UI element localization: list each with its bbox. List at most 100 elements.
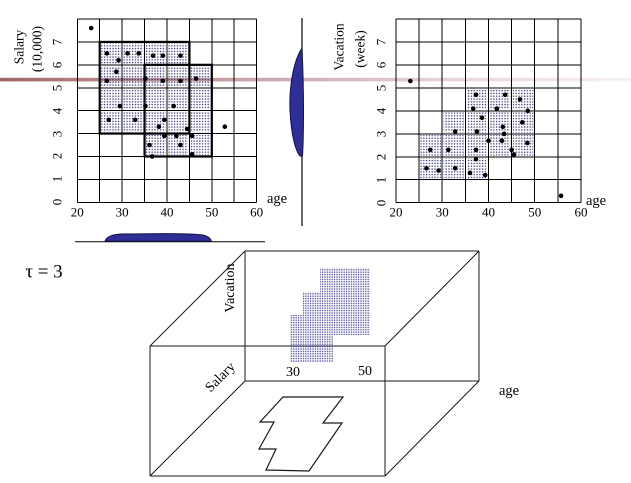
y-tick-label: 7 [49,38,65,46]
right-y-axis-title-line1: Vacation [331,23,347,71]
right-x-axis-title: age [585,192,607,209]
dense-cell [145,111,166,133]
dense-cell [443,112,465,133]
data-point [104,78,110,84]
data-point [143,76,148,81]
x-tick-label: 30 [435,204,449,219]
dense-cell [145,89,166,110]
data-point [509,147,514,153]
data-point [125,51,130,56]
y-tick-label: 5 [49,84,65,92]
data-point [88,25,94,31]
data-point [132,117,138,123]
y-tick-label: 6 [49,61,65,69]
x-tick-label: 40 [160,204,174,219]
y-tick-label: 0 [373,199,389,206]
dense-cell [420,135,441,156]
left-y-axis-title-line1: Salary [11,29,27,65]
dense-cell [168,66,189,87]
y-tick-label: 0 [49,199,65,206]
data-point [424,165,429,171]
dense-cell [123,66,144,87]
x-tick-label: 60 [574,204,588,219]
y-tick-label: 1 [49,176,65,183]
cube-age-tick-30: 30 [286,365,300,380]
dense-cell [145,134,166,156]
x-tick-label: 40 [481,204,495,219]
dense-region-cells [420,89,534,179]
data-point [184,126,190,132]
data-point [517,97,523,102]
cube-age-tick-50: 50 [358,364,372,379]
dense-cell [190,111,211,133]
cube-wireframe [149,250,480,477]
data-point [445,147,451,153]
left-y-axis-title-line2: (10,000) [29,25,45,73]
dense-cell [101,111,121,133]
data-point [427,147,433,153]
x-tick-label: 50 [205,204,219,219]
data-point [486,138,491,144]
data-point [116,57,121,63]
salary-density-blob [289,46,305,157]
vacation-vs-age-chart [395,18,582,204]
dense-cell [190,89,211,110]
y-tick-label: 4 [373,107,389,115]
dense-cell [145,66,166,87]
dense-cell [123,43,144,64]
dense-region-cells [101,43,211,156]
data-point [452,129,458,134]
data-point [161,133,167,139]
data-point [501,131,507,137]
data-point [160,53,166,58]
data-points [408,78,564,199]
data-point [494,106,500,111]
data-point [189,151,195,157]
data-point [482,172,488,178]
data-point [474,129,480,134]
data-point [160,78,166,84]
data-point [171,103,177,109]
dense-cell [190,134,211,156]
data-point [189,133,195,139]
y-tick-label: 5 [373,84,389,92]
dense-cell [443,135,465,156]
data-point [143,103,148,109]
data-point [558,193,564,199]
data-point [174,133,179,139]
data-point [106,117,111,123]
x-tick-label: 60 [250,204,264,219]
dense-cell [466,135,488,156]
dense-cell [101,89,121,110]
dense-cell [168,111,189,133]
dense-cell [489,135,511,156]
dense-cell [190,66,211,87]
dense-cell [512,135,534,156]
data-point [525,108,531,114]
data-point [114,69,119,75]
dense-cell [489,112,511,133]
x-tick-label: 20 [389,204,403,219]
data-point [511,152,517,157]
x-tick-label: 20 [70,204,84,219]
dense-cell [420,158,441,179]
y-tick-label: 4 [49,107,65,114]
y-tick-label: 6 [373,61,389,69]
data-point [149,154,155,159]
dense-cell [489,89,511,110]
data-point [178,78,183,84]
data-point [104,51,110,56]
dense-cell [168,89,189,110]
data-point [502,92,508,98]
x-tick-label: 30 [115,204,129,219]
y-tick-label: 7 [373,38,389,46]
data-point [178,142,183,148]
data-point [178,53,183,58]
y-tick-label: 3 [373,130,389,138]
data-point [479,115,485,121]
dense-rect-outline [143,63,213,158]
dense-cell [512,89,534,110]
data-point [156,124,162,129]
